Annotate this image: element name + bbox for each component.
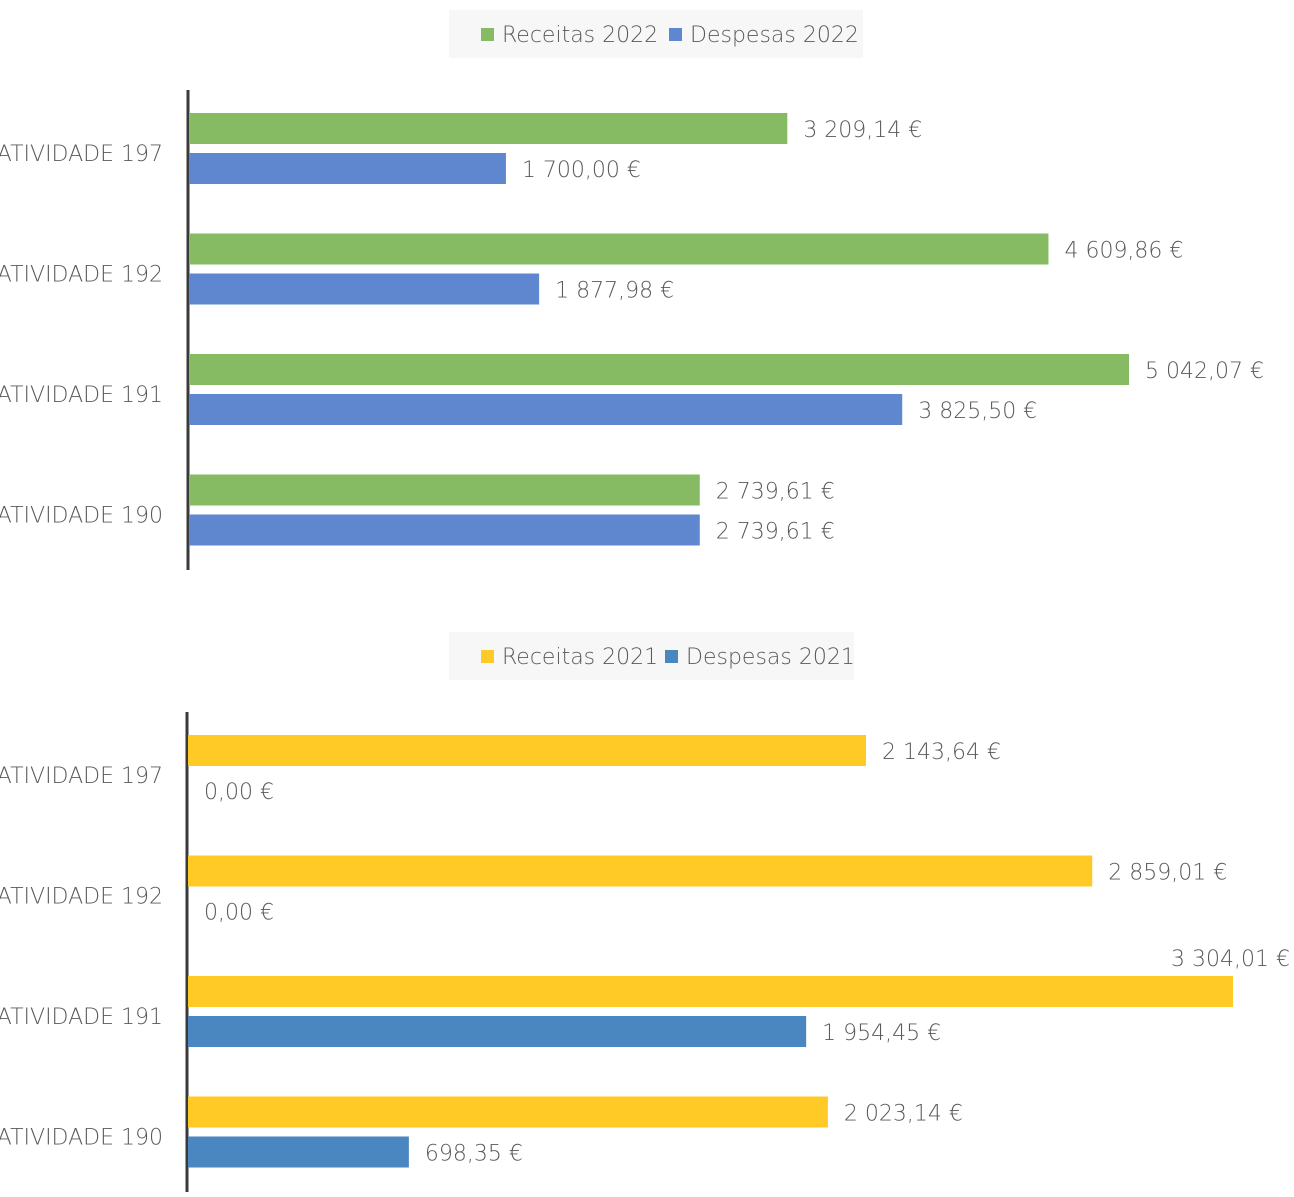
legend-swatch-0 [481, 28, 494, 41]
data-label-0-2: 5 042,07 € [1145, 359, 1264, 384]
data-label-1-3: 2 739,61 € [716, 520, 835, 545]
data-label-1-2: 1 954,45 € [822, 1021, 941, 1046]
legend-background [449, 632, 854, 680]
data-label-0-0: 3 209,14 € [803, 118, 922, 143]
data-label-1-1: 1 877,98 € [555, 279, 674, 304]
data-label-0-1: 2 859,01 € [1108, 861, 1227, 886]
legend: Receitas 2021 Despesas 2021 [449, 632, 855, 680]
legend-label-1: Despesas 2021 [686, 645, 855, 670]
bar-0-0 [189, 113, 788, 144]
legend-swatch-1 [665, 650, 678, 663]
bar-0-2 [188, 976, 1233, 1007]
data-label-1-0: 1 700,00 € [522, 158, 641, 183]
legend-background [449, 10, 863, 58]
data-label-0-3: 2 739,61 € [716, 480, 835, 505]
bar-1-1 [189, 273, 540, 305]
legend-label-0: Receitas 2022 [502, 23, 658, 48]
data-label-1-3: 698,35 € [425, 1142, 523, 1167]
category-label-0: ATIVIDADE 197 [0, 764, 163, 789]
data-label-1-0: 0,00 € [204, 780, 274, 805]
legend: Receitas 2022 Despesas 2022 [449, 10, 863, 58]
category-label-3: ATIVIDADE 190 [0, 504, 163, 529]
data-label-1-1: 0,00 € [204, 901, 274, 926]
category-label-0: ATIVIDADE 197 [0, 142, 163, 167]
bar-1-3 [189, 514, 700, 546]
chart-2022-svg: Receitas 2022 Despesas 2022 ATIVIDADE 197 3… [0, 10, 1264, 571]
chart-receitas-despesas-2021: Receitas 2021 Despesas 2021 ATIVIDADE 197 2… [0, 632, 1294, 1193]
data-label-0-3: 2 023,14 € [844, 1102, 963, 1127]
legend-swatch-1 [669, 28, 682, 41]
chart-2021-svg: Receitas 2021 Despesas 2021 ATIVIDADE 197 2… [0, 632, 1290, 1193]
category-label-2: ATIVIDADE 191 [0, 383, 163, 408]
category-label-1: ATIVIDADE 192 [0, 885, 163, 910]
data-label-0-2: 3 304,01 € [1171, 947, 1290, 972]
data-label-0-0: 2 143,64 € [882, 740, 1001, 765]
legend-label-1: Despesas 2022 [690, 23, 859, 48]
bar-0-2 [189, 354, 1130, 385]
bar-0-3 [189, 474, 700, 506]
bar-1-3 [188, 1136, 409, 1168]
category-label-1: ATIVIDADE 192 [0, 263, 163, 288]
bar-1-0 [189, 153, 506, 184]
bar-0-0 [188, 735, 866, 766]
legend-label-0: Receitas 2021 [502, 645, 658, 670]
bar-0-1 [188, 855, 1093, 887]
bar-1-2 [189, 394, 903, 425]
category-label-3: ATIVIDADE 190 [0, 1126, 163, 1151]
bar-0-3 [188, 1096, 828, 1128]
bar-1-2 [188, 1016, 807, 1047]
data-label-1-2: 3 825,50 € [918, 399, 1037, 424]
bar-0-1 [189, 233, 1049, 265]
category-label-2: ATIVIDADE 191 [0, 1005, 163, 1030]
data-label-0-1: 4 609,86 € [1064, 239, 1183, 264]
legend-swatch-0 [481, 650, 494, 663]
chart-receitas-despesas-2022: Receitas 2022 Despesas 2022 ATIVIDADE 197 3… [0, 10, 1294, 571]
